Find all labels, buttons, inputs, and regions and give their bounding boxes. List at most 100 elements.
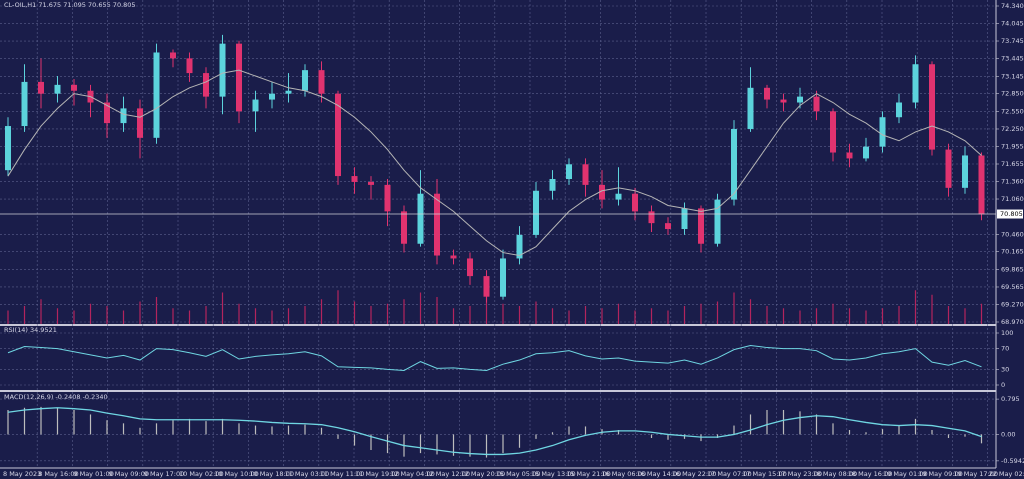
candle-body	[500, 258, 506, 297]
macd-title: MACD(12,26,9) -0.2408 -0.2340	[4, 393, 108, 401]
macd-bar	[667, 434, 669, 440]
y-tick-label: 69.565	[1001, 283, 1024, 291]
volume-bar	[502, 303, 504, 324]
candle-body	[912, 64, 919, 103]
volume-bar	[436, 297, 438, 324]
candle-body	[714, 199, 721, 244]
y-tick-label: 0.00	[1001, 430, 1015, 438]
volume-bar	[980, 303, 983, 324]
x-tick-label: 12 May 20:00	[461, 470, 506, 478]
volume-bar	[832, 303, 834, 324]
candle-body	[219, 43, 226, 97]
y-tick-label: 74.045	[1001, 19, 1024, 27]
macd-bar	[89, 414, 92, 435]
macd-bar	[370, 434, 372, 450]
volume-bar	[188, 310, 191, 324]
volume-bar	[683, 306, 686, 324]
macd-bar	[617, 430, 620, 435]
macd-bar	[238, 423, 240, 435]
candle-body	[747, 87, 754, 129]
candle-body	[467, 258, 473, 277]
candle-body	[797, 96, 803, 103]
candle-body	[648, 211, 655, 224]
volume-bar	[617, 303, 620, 324]
volume-bar	[23, 306, 26, 324]
macd-bar	[73, 410, 75, 435]
y-tick-label: 70	[1001, 345, 1009, 353]
x-tick-label: 19 May 17:00	[953, 470, 998, 478]
x-tick-label: 18 May 08:00	[813, 470, 858, 478]
volume-bar	[551, 308, 554, 324]
macd-bar	[452, 434, 455, 456]
volume-bar	[386, 303, 389, 324]
macd-bar	[469, 434, 471, 457]
candle-body	[549, 179, 556, 191]
macd-bar	[205, 421, 207, 435]
macd-bar	[650, 434, 653, 438]
volume-bar	[848, 308, 851, 324]
volume-bar	[254, 308, 257, 324]
macd-bar	[122, 423, 125, 435]
volume-bar	[56, 308, 59, 324]
x-tick-label: 15 May 05:00	[496, 470, 541, 478]
macd-bar	[502, 434, 504, 454]
y-tick-label: 70.460	[1001, 230, 1024, 238]
x-tick-label: 15 May 21:00	[566, 470, 611, 478]
macd-bar	[7, 410, 9, 435]
volume-bar	[964, 308, 966, 324]
y-tick-label: 74.340	[1001, 2, 1024, 10]
macd-bar	[337, 434, 339, 439]
volume-bar	[271, 310, 273, 324]
volume-bar	[73, 310, 75, 324]
candle-body	[863, 146, 869, 159]
y-tick-label: 71.655	[1001, 160, 1024, 168]
volume-bar	[452, 308, 455, 324]
candle-body	[38, 81, 44, 94]
signal-line	[7, 407, 982, 456]
volume-bar	[106, 306, 108, 324]
macd-bar	[436, 434, 438, 455]
y-tick-label: 69.865	[1001, 265, 1024, 273]
candle-body	[665, 223, 671, 230]
volume-bar	[40, 299, 42, 324]
macd-bar	[584, 426, 587, 435]
volume-bar	[568, 310, 570, 324]
macd-bar	[56, 407, 59, 435]
macd-bar	[700, 434, 702, 442]
candle-body	[236, 43, 242, 112]
x-tick-label: 17 May 15:00	[742, 470, 787, 478]
macd-bar	[683, 434, 686, 439]
x-tick-label: 11 May 19:00	[355, 470, 400, 478]
macd-bar	[848, 430, 851, 435]
candle-body	[533, 190, 539, 235]
candle-body	[417, 193, 424, 244]
macd-bar	[716, 434, 719, 438]
x-tick-label: 10 May 02:00	[179, 470, 224, 478]
candle-body	[335, 93, 341, 177]
volume-bar	[469, 306, 471, 324]
macd-bar	[40, 406, 42, 435]
candle-body	[203, 73, 209, 97]
volume-bar	[304, 306, 306, 324]
macd-bar	[155, 423, 158, 435]
y-tick-label: 72.850	[1001, 90, 1024, 98]
candle-body	[137, 108, 143, 138]
volume-bar	[7, 310, 9, 324]
moving-average	[7, 69, 982, 257]
volume-bar	[898, 306, 900, 324]
candle-body	[516, 234, 523, 259]
y-tick-label: 72.550	[1001, 107, 1024, 115]
candle-body	[879, 117, 886, 147]
candle-body	[450, 255, 457, 259]
candle-body	[54, 84, 61, 94]
volume-bar	[320, 299, 323, 324]
candle-body	[731, 128, 737, 200]
macd-bar	[254, 425, 257, 435]
macd-bar	[782, 410, 785, 435]
volume-bar	[221, 292, 224, 324]
candle-body	[153, 52, 160, 138]
rsi-line	[7, 344, 982, 371]
volume-bar	[353, 301, 356, 324]
candle-body	[285, 90, 292, 94]
macd-bar	[832, 423, 834, 435]
